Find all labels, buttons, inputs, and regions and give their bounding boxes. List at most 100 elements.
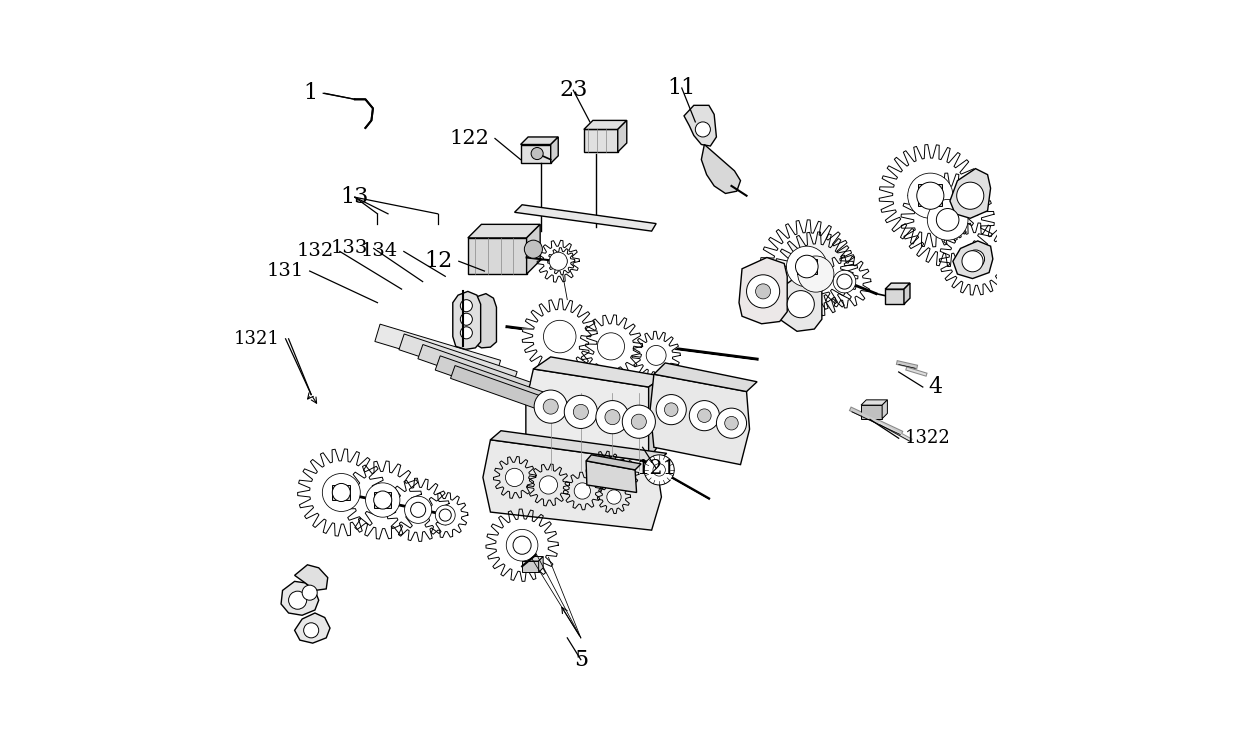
Circle shape	[653, 463, 666, 476]
Circle shape	[549, 253, 567, 271]
Circle shape	[966, 250, 985, 268]
Polygon shape	[904, 283, 910, 304]
Polygon shape	[579, 314, 642, 378]
Polygon shape	[475, 293, 496, 348]
Circle shape	[656, 395, 686, 425]
Circle shape	[596, 462, 613, 478]
Polygon shape	[584, 120, 626, 129]
Polygon shape	[423, 493, 467, 538]
Polygon shape	[548, 248, 575, 275]
Circle shape	[410, 502, 425, 517]
Polygon shape	[861, 405, 882, 419]
Polygon shape	[494, 457, 536, 498]
Polygon shape	[435, 356, 543, 406]
Polygon shape	[861, 400, 888, 405]
Text: 1322: 1322	[905, 429, 951, 448]
Polygon shape	[533, 357, 663, 387]
Circle shape	[606, 490, 621, 504]
Text: 121: 121	[636, 459, 676, 478]
Circle shape	[543, 399, 558, 414]
Polygon shape	[486, 509, 558, 581]
Polygon shape	[684, 105, 717, 146]
Circle shape	[746, 275, 780, 308]
Polygon shape	[295, 565, 327, 590]
Circle shape	[573, 404, 588, 420]
Text: 132: 132	[296, 243, 334, 261]
Circle shape	[596, 401, 629, 434]
Polygon shape	[952, 241, 993, 278]
Polygon shape	[387, 479, 450, 541]
Polygon shape	[879, 144, 982, 247]
Circle shape	[543, 321, 577, 353]
Circle shape	[631, 414, 646, 429]
Circle shape	[646, 345, 666, 365]
Text: 23: 23	[559, 79, 588, 101]
Polygon shape	[885, 289, 904, 304]
Polygon shape	[538, 556, 543, 572]
Text: 1: 1	[303, 82, 317, 104]
Polygon shape	[467, 225, 541, 238]
Polygon shape	[453, 291, 481, 349]
Text: 131: 131	[267, 262, 304, 280]
Polygon shape	[537, 240, 579, 282]
Polygon shape	[522, 556, 543, 561]
Polygon shape	[551, 137, 558, 163]
Circle shape	[796, 256, 818, 277]
Circle shape	[460, 299, 472, 311]
Polygon shape	[515, 205, 656, 231]
Circle shape	[689, 401, 719, 431]
Circle shape	[332, 483, 351, 501]
Circle shape	[957, 182, 983, 209]
Polygon shape	[467, 238, 527, 274]
Polygon shape	[760, 220, 853, 313]
Polygon shape	[522, 299, 598, 374]
Polygon shape	[527, 225, 541, 274]
Circle shape	[460, 313, 472, 325]
Polygon shape	[918, 184, 942, 206]
Polygon shape	[885, 283, 910, 289]
Circle shape	[564, 395, 598, 429]
Circle shape	[618, 468, 630, 481]
Circle shape	[439, 509, 451, 521]
Polygon shape	[901, 173, 994, 267]
Polygon shape	[940, 223, 1012, 295]
Circle shape	[513, 536, 531, 554]
Circle shape	[531, 147, 543, 160]
Polygon shape	[399, 334, 517, 387]
Text: 5: 5	[574, 649, 588, 671]
Circle shape	[303, 585, 317, 600]
Circle shape	[936, 209, 959, 231]
Circle shape	[574, 483, 590, 499]
Polygon shape	[482, 440, 661, 530]
Circle shape	[960, 243, 991, 275]
Polygon shape	[522, 561, 538, 572]
Circle shape	[556, 256, 567, 267]
Text: 122: 122	[449, 129, 489, 148]
Circle shape	[506, 529, 538, 561]
Polygon shape	[526, 369, 653, 478]
Polygon shape	[527, 464, 569, 506]
Circle shape	[797, 256, 835, 292]
Circle shape	[460, 327, 472, 339]
Circle shape	[366, 483, 401, 517]
Polygon shape	[609, 460, 639, 489]
Circle shape	[786, 246, 827, 287]
Polygon shape	[587, 451, 624, 488]
Circle shape	[598, 333, 625, 360]
Circle shape	[539, 476, 558, 494]
Circle shape	[605, 410, 620, 425]
Polygon shape	[521, 144, 551, 163]
Polygon shape	[650, 374, 749, 465]
Circle shape	[724, 417, 738, 430]
Polygon shape	[598, 481, 631, 513]
Polygon shape	[521, 137, 558, 144]
Text: 13: 13	[341, 186, 370, 208]
Text: 11: 11	[667, 77, 696, 99]
Polygon shape	[298, 449, 384, 536]
Circle shape	[833, 271, 856, 293]
Polygon shape	[774, 232, 858, 316]
Circle shape	[837, 274, 852, 289]
Polygon shape	[491, 431, 667, 463]
Polygon shape	[587, 461, 636, 492]
Circle shape	[404, 496, 432, 523]
